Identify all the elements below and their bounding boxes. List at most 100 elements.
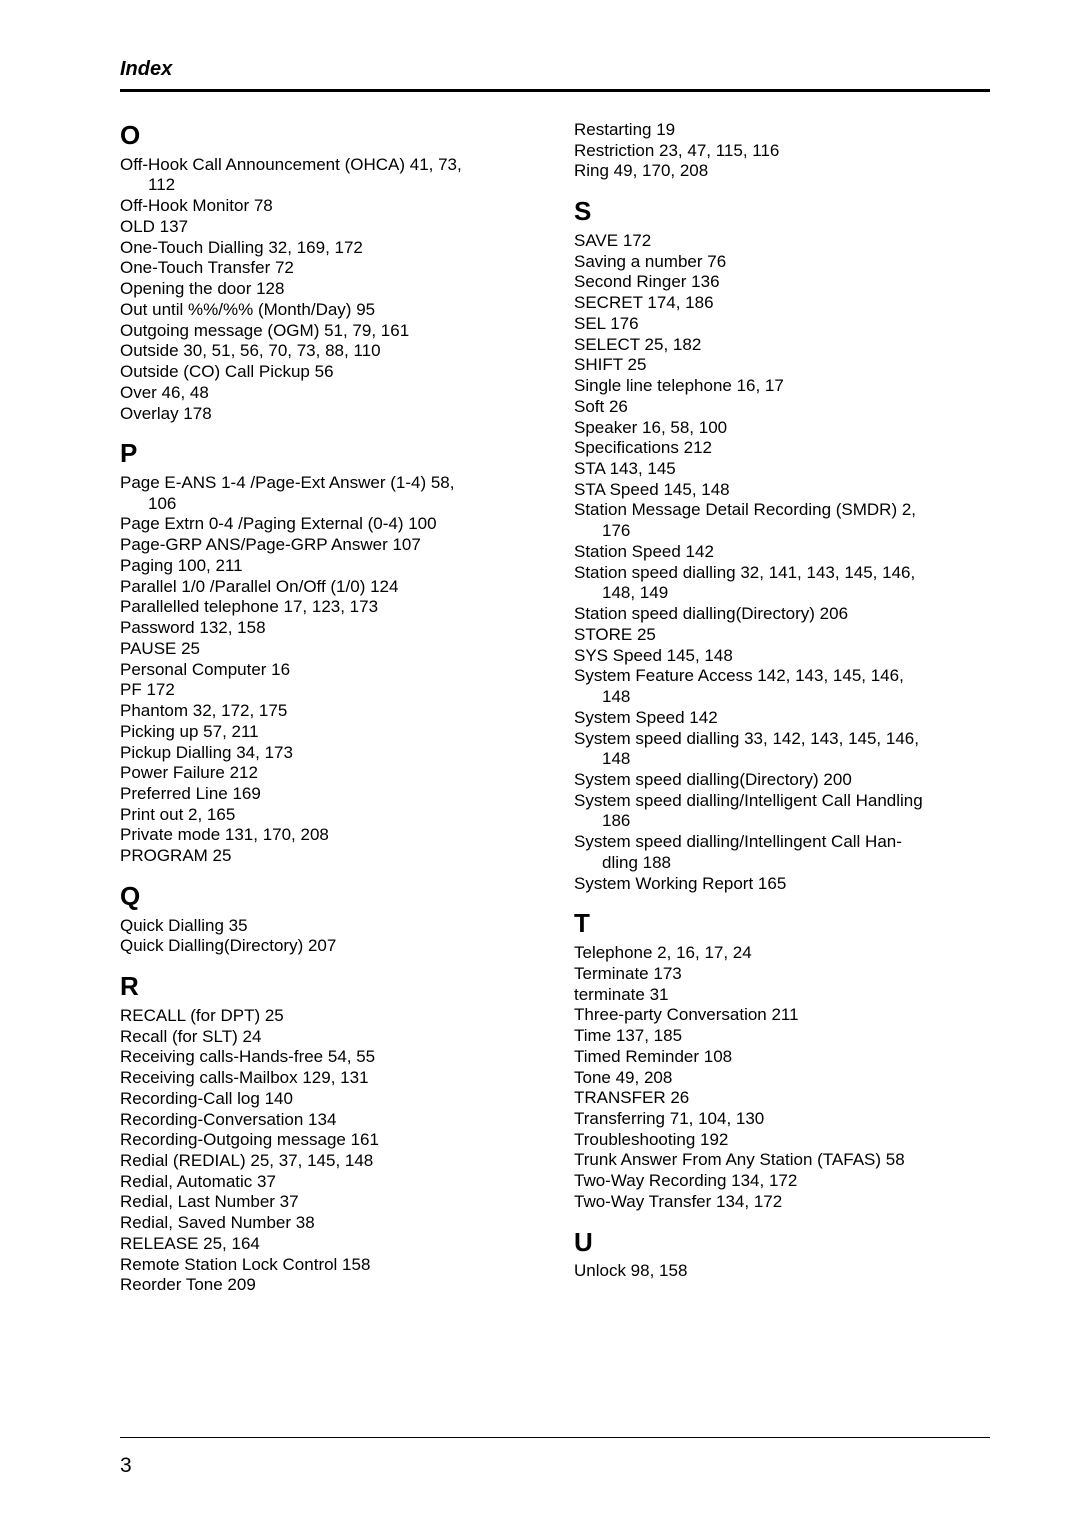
index-entry: SAVE 172 (574, 231, 990, 252)
index-entry: Soft 26 (574, 397, 990, 418)
index-entry: Telephone 2, 16, 17, 24 (574, 943, 990, 964)
letter-P: P (120, 438, 536, 470)
left-column: O Off-Hook Call Announcement (OHCA) 41, … (120, 120, 536, 1296)
index-entry: Terminate 173 (574, 964, 990, 985)
index-entry: Recording-Call log 140 (120, 1089, 536, 1110)
index-entry-cont: 112 (120, 175, 536, 196)
index-entry: terminate 31 (574, 985, 990, 1006)
index-entry: Speaker 16, 58, 100 (574, 418, 990, 439)
section-P: Page E-ANS 1-4 /Page-Ext Answer (1-4) 58… (120, 473, 536, 867)
index-entry: SELECT 25, 182 (574, 335, 990, 356)
index-entry: Pickup Dialling 34, 173 (120, 743, 536, 764)
index-entry: Unlock 98, 158 (574, 1261, 990, 1282)
index-entry: Over 46, 48 (120, 383, 536, 404)
index-entry: Picking up 57, 211 (120, 722, 536, 743)
index-entry: Saving a number 76 (574, 252, 990, 273)
index-entry-cont: 186 (574, 811, 990, 832)
index-entry: RELEASE 25, 164 (120, 1234, 536, 1255)
index-entry: Page-GRP ANS/Page-GRP Answer 107 (120, 535, 536, 556)
index-entry: Preferred Line 169 (120, 784, 536, 805)
index-entry: Ring 49, 170, 208 (574, 161, 990, 182)
right-column: Restarting 19Restriction 23, 47, 115, 11… (574, 120, 990, 1296)
index-entry: RECALL (for DPT) 25 (120, 1006, 536, 1027)
index-columns: O Off-Hook Call Announcement (OHCA) 41, … (120, 120, 990, 1296)
section-T: Telephone 2, 16, 17, 24Terminate 173term… (574, 943, 990, 1213)
index-entry: System speed dialling(Directory) 200 (574, 770, 990, 791)
index-entry-cont: 148, 149 (574, 583, 990, 604)
index-entry: Phantom 32, 172, 175 (120, 701, 536, 722)
index-entry: Transferring 71, 104, 130 (574, 1109, 990, 1130)
index-entry-cont: dling 188 (574, 853, 990, 874)
index-entry: Page E-ANS 1-4 /Page-Ext Answer (1-4) 58… (120, 473, 536, 494)
index-entry: Overlay 178 (120, 404, 536, 425)
index-entry: Trunk Answer From Any Station (TAFAS) 58 (574, 1150, 990, 1171)
index-entry: Redial, Saved Number 38 (120, 1213, 536, 1234)
section-pre: Restarting 19Restriction 23, 47, 115, 11… (574, 120, 990, 182)
index-entry: Opening the door 128 (120, 279, 536, 300)
index-entry: One-Touch Transfer 72 (120, 258, 536, 279)
index-entry: Private mode 131, 170, 208 (120, 825, 536, 846)
letter-R: R (120, 971, 536, 1003)
index-entry: SYS Speed 145, 148 (574, 646, 990, 667)
index-entry: Password 132, 158 (120, 618, 536, 639)
index-entry: PROGRAM 25 (120, 846, 536, 867)
index-entry-cont: 148 (574, 687, 990, 708)
section-U: Unlock 98, 158 (574, 1261, 990, 1282)
index-entry: STA 143, 145 (574, 459, 990, 480)
index-entry: Quick Dialling(Directory) 207 (120, 936, 536, 957)
index-entry: SEL 176 (574, 314, 990, 335)
index-entry: System speed dialling 33, 142, 143, 145,… (574, 729, 990, 750)
index-entry: Specifications 212 (574, 438, 990, 459)
index-entry: Out until %%/%% (Month/Day) 95 (120, 300, 536, 321)
index-entry-cont: 148 (574, 749, 990, 770)
index-entry: SHIFT 25 (574, 355, 990, 376)
index-entry: OLD 137 (120, 217, 536, 238)
index-entry: System Working Report 165 (574, 874, 990, 895)
index-entry: Receiving calls-Mailbox 129, 131 (120, 1068, 536, 1089)
index-entry: Parallelled telephone 17, 123, 173 (120, 597, 536, 618)
index-entry: System Feature Access 142, 143, 145, 146… (574, 666, 990, 687)
index-entry: Two-Way Recording 134, 172 (574, 1171, 990, 1192)
index-entry: Station Message Detail Recording (SMDR) … (574, 500, 990, 521)
index-entry: Outside (CO) Call Pickup 56 (120, 362, 536, 383)
index-entry: Redial, Last Number 37 (120, 1192, 536, 1213)
index-entry: Outside 30, 51, 56, 70, 73, 88, 110 (120, 341, 536, 362)
index-entry: Timed Reminder 108 (574, 1047, 990, 1068)
letter-U: U (574, 1227, 990, 1259)
index-entry: PAUSE 25 (120, 639, 536, 660)
footer-rule (120, 1437, 990, 1438)
index-entry: Station Speed 142 (574, 542, 990, 563)
index-entry: Receiving calls-Hands-free 54, 55 (120, 1047, 536, 1068)
index-entry: Redial (REDIAL) 25, 37, 145, 148 (120, 1151, 536, 1172)
index-entry: Remote Station Lock Control 158 (120, 1255, 536, 1276)
index-entry: Two-Way Transfer 134, 172 (574, 1192, 990, 1213)
page-number: 3 (120, 1454, 132, 1478)
index-entry: Station speed dialling(Directory) 206 (574, 604, 990, 625)
index-entry: Page Extrn 0-4 /Paging External (0-4) 10… (120, 514, 536, 535)
page-header: Index (120, 58, 990, 81)
index-entry: Personal Computer 16 (120, 660, 536, 681)
index-entry: SECRET 174, 186 (574, 293, 990, 314)
index-entry: Off-Hook Call Announcement (OHCA) 41, 73… (120, 155, 536, 176)
index-entry: System Speed 142 (574, 708, 990, 729)
index-entry: Restarting 19 (574, 120, 990, 141)
section-R: RECALL (for DPT) 25Recall (for SLT) 24Re… (120, 1006, 536, 1296)
index-entry: One-Touch Dialling 32, 169, 172 (120, 238, 536, 259)
index-entry: Redial, Automatic 37 (120, 1172, 536, 1193)
section-S: SAVE 172Saving a number 76Second Ringer … (574, 231, 990, 895)
index-entry: System speed dialling/Intellingent Call … (574, 832, 990, 853)
index-entry: Three-party Conversation 211 (574, 1005, 990, 1026)
index-entry: Recall (for SLT) 24 (120, 1027, 536, 1048)
index-entry: Parallel 1/0 /Parallel On/Off (1/0) 124 (120, 577, 536, 598)
letter-Q: Q (120, 881, 536, 913)
index-entry: STORE 25 (574, 625, 990, 646)
index-entry: Restriction 23, 47, 115, 116 (574, 141, 990, 162)
index-entry: System speed dialling/Intelligent Call H… (574, 791, 990, 812)
index-entry: Tone 49, 208 (574, 1068, 990, 1089)
index-entry: TRANSFER 26 (574, 1088, 990, 1109)
letter-O: O (120, 120, 536, 152)
index-entry: Print out 2, 165 (120, 805, 536, 826)
index-entry: STA Speed 145, 148 (574, 480, 990, 501)
index-entry: Outgoing message (OGM) 51, 79, 161 (120, 321, 536, 342)
header-rule (120, 89, 990, 92)
